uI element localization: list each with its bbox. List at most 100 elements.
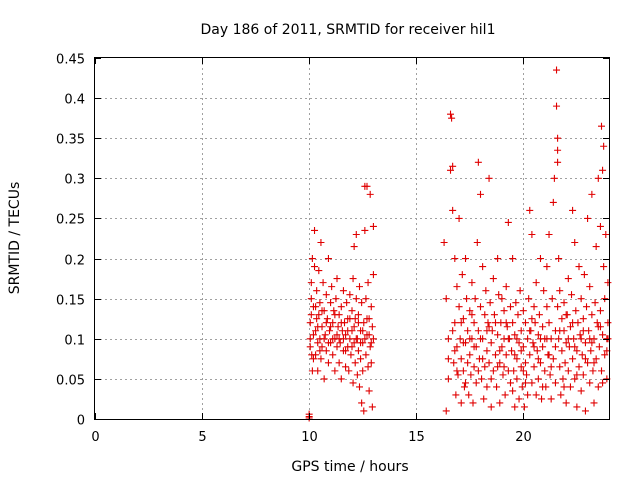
data-point xyxy=(579,327,587,335)
data-point xyxy=(324,255,332,263)
data-point xyxy=(520,403,528,411)
data-point xyxy=(322,347,330,355)
data-point xyxy=(366,343,374,351)
data-point xyxy=(531,319,539,327)
data-point xyxy=(546,371,554,379)
data-point xyxy=(594,383,602,391)
data-point xyxy=(452,391,460,399)
x-tick-label: 5 xyxy=(198,430,206,445)
y-tick-label: 0.4 xyxy=(64,93,85,108)
data-point xyxy=(553,102,561,110)
data-point xyxy=(579,371,587,379)
data-point xyxy=(598,367,606,375)
data-point xyxy=(316,347,324,355)
grid-lines xyxy=(95,58,609,419)
data-point xyxy=(539,323,547,331)
data-point xyxy=(313,315,321,323)
data-point xyxy=(524,391,532,399)
data-point xyxy=(462,379,470,387)
data-point xyxy=(329,351,337,359)
data-point xyxy=(483,327,491,335)
data-point xyxy=(474,327,482,335)
data-point xyxy=(516,287,524,295)
data-point xyxy=(545,230,553,238)
data-point xyxy=(482,287,490,295)
data-point xyxy=(319,279,327,287)
data-point xyxy=(318,343,326,351)
data-point xyxy=(346,335,354,343)
data-point xyxy=(562,399,570,407)
data-point xyxy=(369,271,377,279)
data-point xyxy=(502,283,510,291)
data-point xyxy=(499,371,507,379)
data-point xyxy=(315,311,323,319)
data-point xyxy=(595,343,603,351)
data-point xyxy=(313,287,321,295)
data-point xyxy=(337,303,345,311)
data-point xyxy=(539,383,547,391)
data-point xyxy=(327,299,335,307)
data-point xyxy=(569,206,577,214)
data-point xyxy=(309,331,317,339)
data-point xyxy=(317,355,325,363)
x-tick-label: 10 xyxy=(301,430,318,445)
data-point xyxy=(528,230,536,238)
data-point xyxy=(447,110,455,118)
data-point xyxy=(596,307,604,315)
data-point xyxy=(463,295,471,303)
data-point xyxy=(573,347,581,355)
data-point xyxy=(549,355,557,363)
data-point xyxy=(352,295,360,303)
data-point xyxy=(556,327,564,335)
data-point xyxy=(361,226,369,234)
data-point xyxy=(316,299,324,307)
data-point xyxy=(535,311,543,319)
data-point xyxy=(442,295,450,303)
data-point xyxy=(518,383,526,391)
data-point xyxy=(573,403,581,411)
data-point xyxy=(560,299,568,307)
data-point xyxy=(588,311,596,319)
data-point xyxy=(511,351,519,359)
data-point xyxy=(342,347,350,355)
data-point xyxy=(500,363,508,371)
data-point xyxy=(308,255,316,263)
data-point xyxy=(566,383,574,391)
data-point xyxy=(312,351,320,359)
data-point xyxy=(581,355,589,363)
data-point xyxy=(479,355,487,363)
data-point xyxy=(601,295,609,303)
data-point xyxy=(459,315,467,323)
data-point xyxy=(350,323,358,331)
data-point xyxy=(485,359,493,367)
data-point xyxy=(462,255,470,263)
data-point xyxy=(321,331,329,339)
data-point xyxy=(545,319,553,327)
data-point xyxy=(328,283,336,291)
data-point xyxy=(586,379,594,387)
data-point xyxy=(528,315,536,323)
x-tick-label: 20 xyxy=(515,430,532,445)
data-point xyxy=(490,311,498,319)
data-point xyxy=(569,319,577,327)
plot-frame xyxy=(94,57,610,420)
data-point xyxy=(363,182,371,190)
data-point xyxy=(479,263,487,271)
data-point xyxy=(514,311,522,319)
data-point xyxy=(449,327,457,335)
data-point xyxy=(365,331,373,339)
data-point xyxy=(586,335,594,343)
chart-title: Day 186 of 2011, SRMTID for receiver hil… xyxy=(201,22,496,38)
x-tick-label: 15 xyxy=(408,430,425,445)
data-point xyxy=(600,142,608,150)
data-point xyxy=(525,295,533,303)
data-point xyxy=(322,319,330,327)
data-point xyxy=(457,399,465,407)
data-point xyxy=(348,343,356,351)
data-point xyxy=(528,379,536,387)
data-point xyxy=(447,166,455,174)
data-point xyxy=(309,355,317,363)
data-point xyxy=(555,335,563,343)
data-point xyxy=(444,375,452,383)
data-point xyxy=(453,367,461,375)
